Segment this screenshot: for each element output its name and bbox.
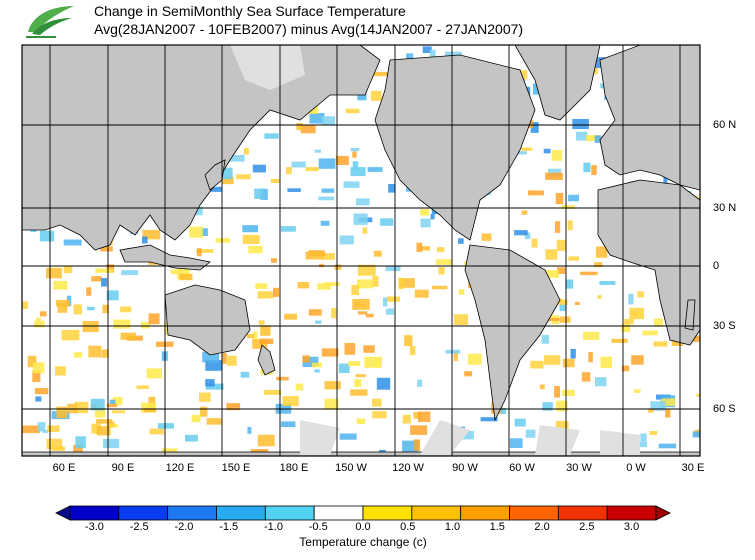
colorbar-segment	[264, 505, 315, 521]
longitude-label: 90 E	[111, 462, 135, 474]
longitude-label: 60 E	[52, 462, 76, 474]
colorbar-segment	[118, 505, 169, 521]
colorbar-tick-label: -2.5	[129, 521, 149, 533]
europe-land	[599, 45, 700, 191]
longitude-label: 30 E	[681, 462, 705, 474]
sea-ice	[230, 45, 640, 455]
latitude-label: 60 N	[713, 119, 737, 131]
colorbar-tick-label: 0.0	[355, 521, 371, 533]
longitude-label: 150 E	[221, 462, 251, 474]
longitude-label: 30 W	[566, 462, 592, 474]
latitude-label: 60 S	[713, 403, 736, 415]
colorbar-tick-label: -0.5	[308, 521, 328, 533]
colorbar-tick-label: 0.5	[400, 521, 416, 533]
longitude-label: 150 W	[335, 462, 367, 474]
land-masses	[22, 45, 700, 456]
longitude-label: 60 W	[509, 462, 535, 474]
colorbar-tick-label: 1.0	[444, 521, 461, 533]
colorbar-segment	[313, 505, 364, 521]
sst-change-map	[21, 44, 701, 457]
colorbar-min-arrow	[55, 505, 71, 521]
australia-land	[164, 284, 251, 356]
latitude-label: 30 N	[713, 202, 737, 214]
colorbar-tick-label: 1.5	[489, 521, 505, 533]
colorbar-segment	[509, 505, 559, 521]
latitude-label: 30 S	[713, 320, 736, 332]
colorbar-segment	[411, 505, 462, 521]
colorbar-tick-label: 2.5	[579, 521, 595, 533]
greenland-land	[514, 45, 601, 121]
longitude-label: 180 E	[279, 462, 309, 474]
colorbar-segment	[606, 505, 657, 521]
latitude-label: 0	[713, 260, 720, 272]
colorbar-segment	[69, 505, 120, 521]
longitude-label: 120 W	[392, 462, 424, 474]
antarctica-land	[22, 451, 700, 456]
colorbar-segment	[557, 505, 608, 521]
japan-islands	[204, 159, 226, 191]
new-zealand-islands	[257, 344, 276, 376]
map-title: Change in SemiMonthly Sea Surface Temper…	[94, 3, 406, 19]
colorbar-title: Temperature change (c)	[299, 535, 427, 549]
colorbar-tick-label: -3.0	[84, 521, 104, 533]
colorbar-segment	[362, 505, 413, 521]
longitude-label: 120 E	[165, 462, 195, 474]
madagascar-island	[684, 299, 696, 331]
leaf-logo-icon	[26, 6, 74, 38]
colorbar-tick-label: -2.0	[174, 521, 194, 533]
colorbar-segment	[216, 505, 266, 521]
longitude-label: 90 W	[452, 462, 478, 474]
map-frame	[21, 44, 701, 457]
north-america-land	[374, 54, 536, 241]
lat-lon-grid	[22, 45, 700, 456]
longitude-label: 0 W	[626, 462, 646, 474]
map-subtitle: Avg(28JAN2007 - 10FEB2007) minus Avg(14J…	[94, 21, 524, 37]
south-america-land	[464, 244, 561, 422]
colorbar-tick-label: -1.5	[219, 521, 239, 533]
colorbar-tick-label: 2.0	[534, 521, 550, 533]
eurasia-land	[22, 45, 381, 251]
colorbar-tick-label: -1.0	[263, 521, 283, 533]
colorbar-segment	[460, 505, 510, 521]
colorbar-segment	[167, 505, 217, 521]
colorbar-tick-label: 3.0	[623, 521, 640, 533]
colorbar-max-arrow	[655, 505, 671, 521]
